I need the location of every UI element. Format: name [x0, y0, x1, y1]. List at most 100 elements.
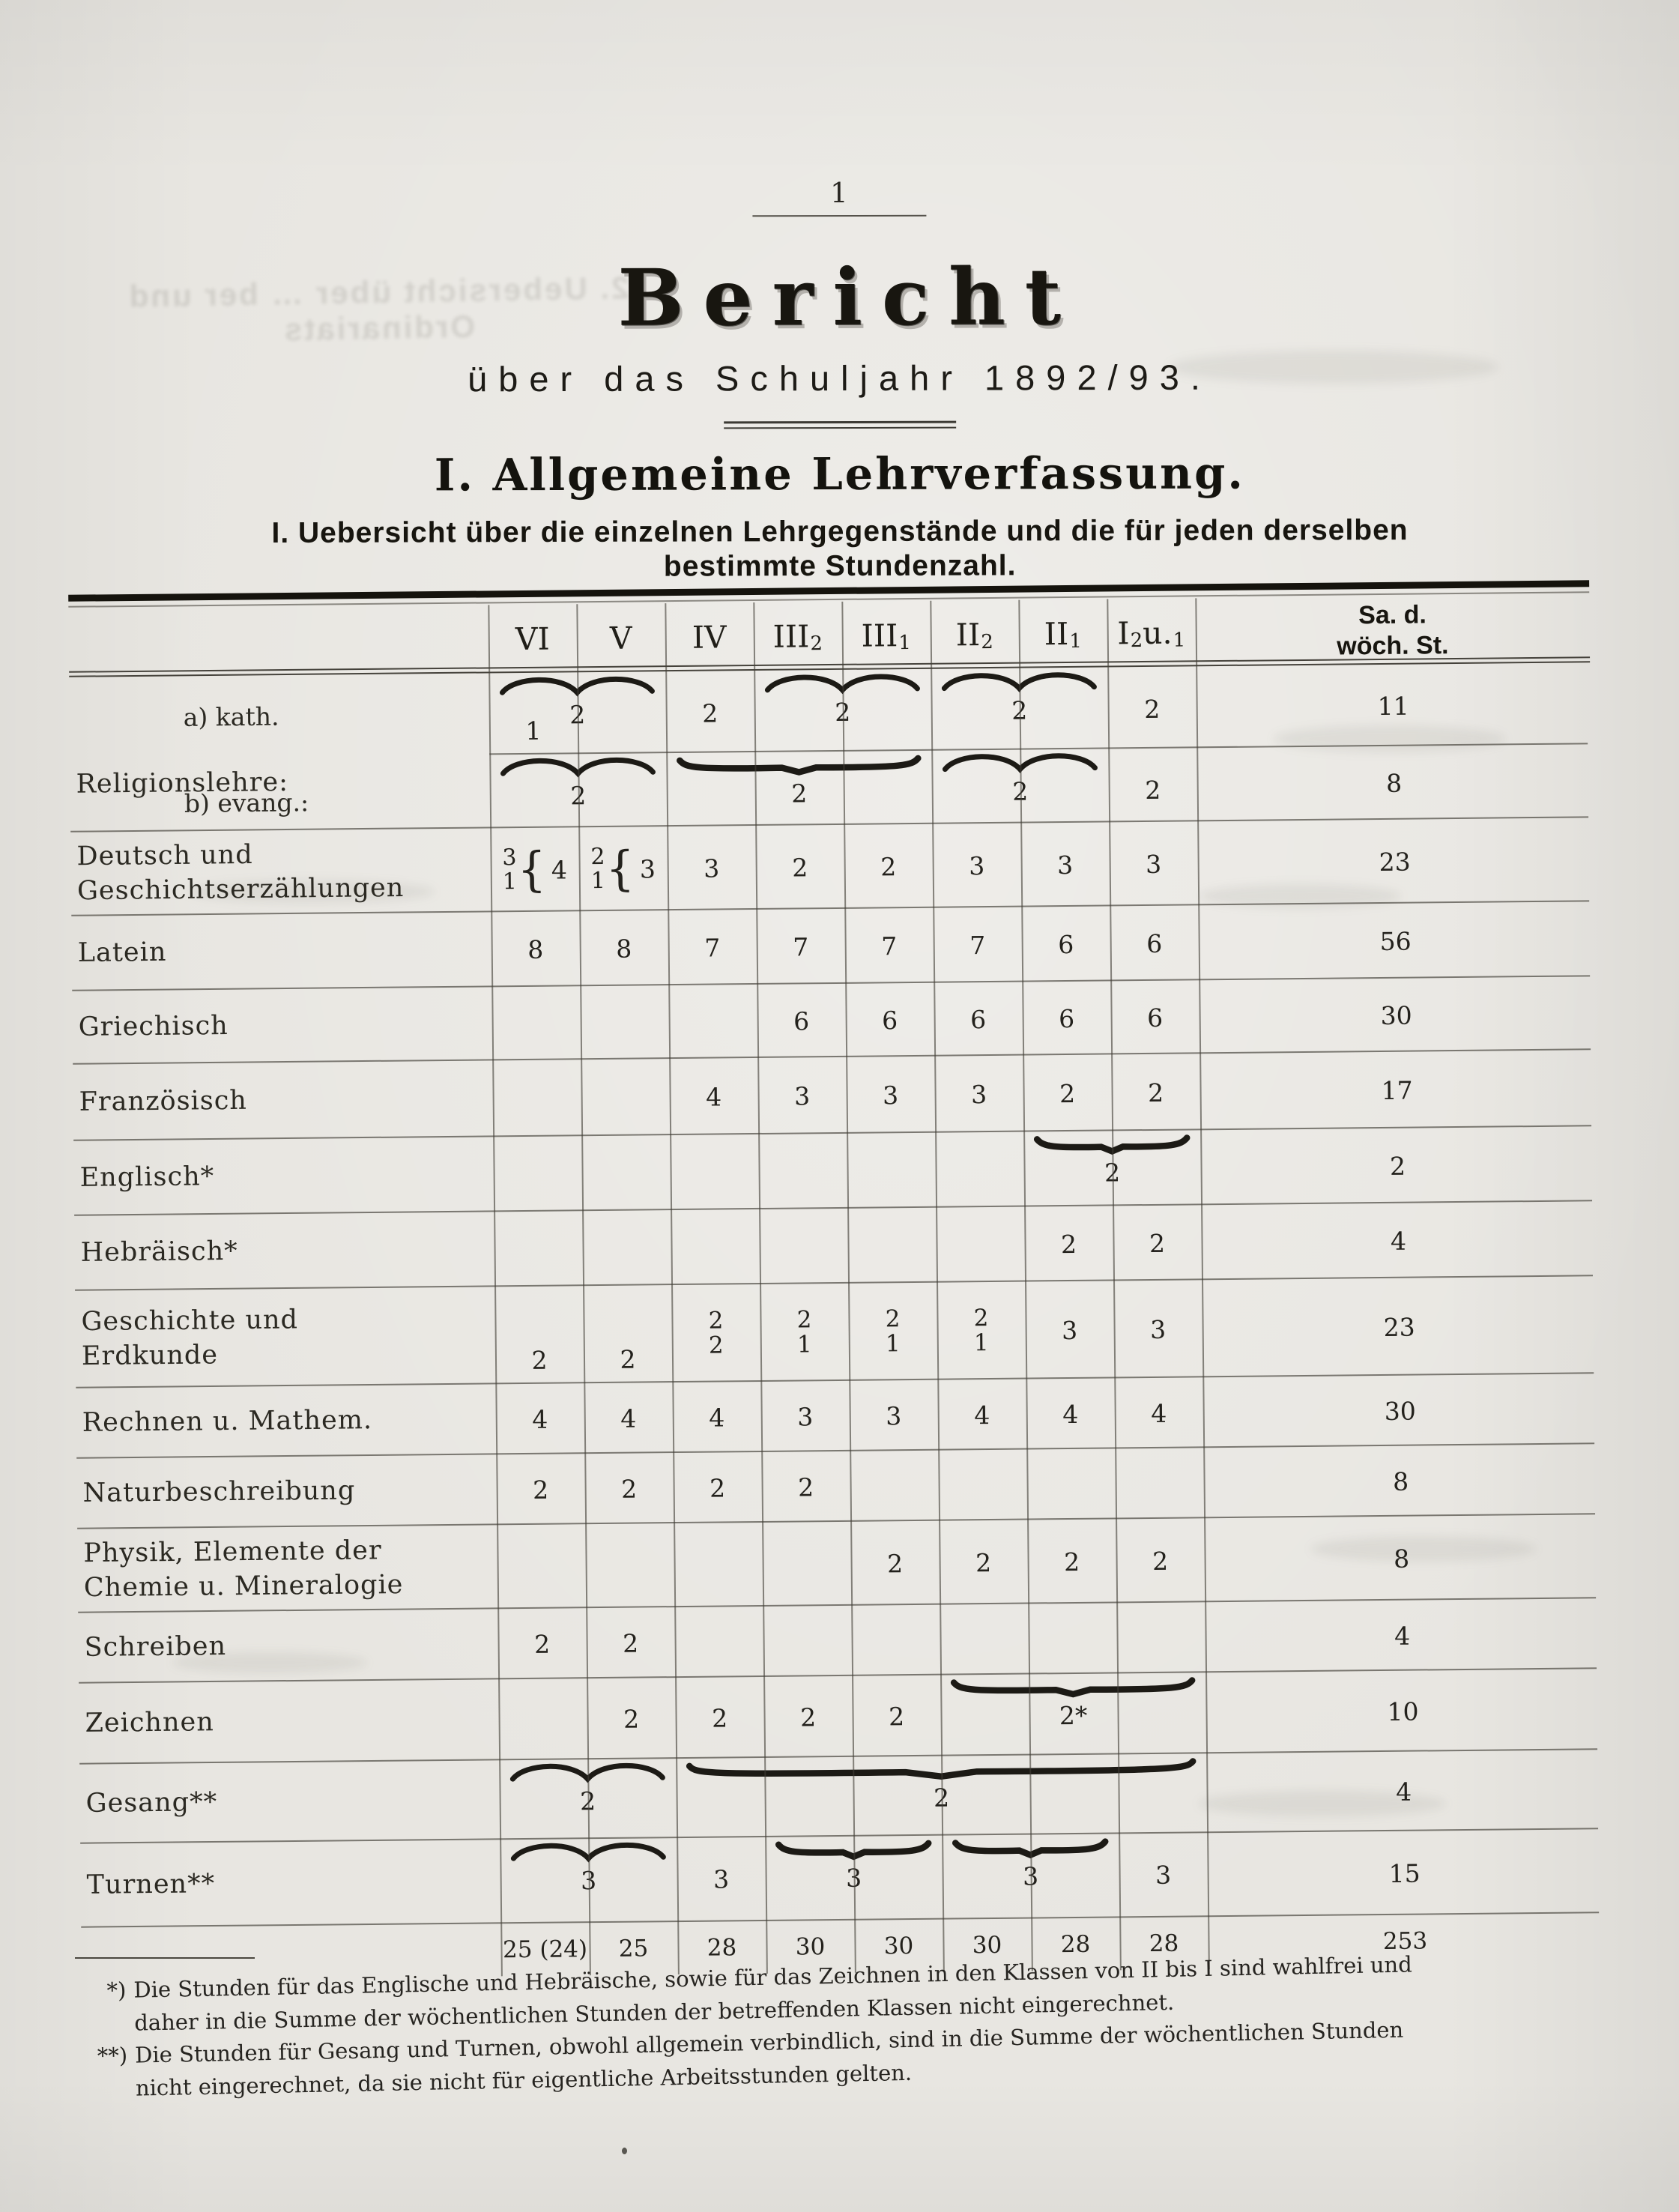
cell-latein-VI: 8: [491, 911, 580, 987]
cell-value: 25: [618, 1935, 649, 1962]
column-header-text: I: [1117, 615, 1130, 652]
cell-value: 28: [1060, 1930, 1091, 1959]
column-header-subscript: 1: [1069, 629, 1082, 653]
cell-value: 6: [1146, 928, 1163, 958]
cell-griechisch-sum: 30: [1199, 976, 1594, 1054]
column-header-text: IV: [692, 619, 727, 656]
cell-value: 25 (24): [502, 1936, 588, 1964]
cell-religion-evang-I2u1: 2: [1108, 748, 1197, 822]
cell-value: 3: [793, 1081, 811, 1111]
table-row-religion-evang: b) evang.:Religionslehre:28222: [70, 744, 1591, 832]
stack-value: 1: [796, 1331, 812, 1359]
cell-religion-kath-IV: 2: [665, 671, 754, 753]
table-row-religion-kath: a) kath.12211222: [69, 663, 1591, 758]
row-label-line: Chemie u. Mineralogie: [83, 1569, 404, 1603]
column-header-IV: IV: [665, 602, 754, 672]
stack-value: 1: [502, 868, 517, 895]
cell-value: 6: [881, 1005, 898, 1035]
cell-value: 2: [1144, 694, 1161, 725]
cell-value: 30: [883, 1933, 914, 1960]
cell-rechnen-V: 4: [584, 1382, 673, 1454]
cell-latein-III2: 7: [756, 909, 845, 985]
cell-latein-III1: 7: [844, 908, 934, 984]
cell-value: 3: [797, 1401, 814, 1431]
cell-deutsch-III1: 2: [844, 824, 933, 909]
brace-group-religion-evang-1: 2: [677, 755, 922, 809]
cell-value: 2: [533, 1629, 551, 1659]
cell-rechnen-I2u1: 4: [1114, 1377, 1203, 1448]
sum-value: 23: [1383, 1312, 1415, 1342]
row-label-naturbeschreibung: Naturbeschreibung: [82, 1474, 355, 1511]
row-label-line: Gesang**: [85, 1787, 218, 1819]
row-label-line: Hebräisch*: [80, 1236, 238, 1268]
cell-rechnen-II1: 4: [1026, 1378, 1115, 1449]
bleedthrough-smudge: [1311, 1536, 1536, 1562]
cell-latein-II1: 6: [1021, 906, 1110, 982]
row-label-line: Erdkunde: [81, 1339, 219, 1371]
cell-value: 2: [880, 851, 897, 881]
cell-gesang-sum: 4: [1206, 1750, 1601, 1833]
cell-franzoesisch-I2u1: 2: [1111, 1054, 1200, 1131]
stack-value: 2: [885, 1305, 901, 1332]
cell-religion-kath-sum: 11: [1196, 663, 1591, 748]
brace-value: 2: [791, 779, 808, 809]
cell-griechisch-III1: 6: [845, 983, 934, 1057]
table-row-englisch: Englisch*22: [73, 1126, 1595, 1216]
row-label-line: Deutsch und: [76, 839, 253, 872]
cell-value: 4: [705, 1081, 722, 1112]
cell-value: 2: [1152, 1546, 1169, 1576]
cell-deutsch-IV: 3: [667, 826, 756, 910]
cell-deutsch-V: 2 1{3: [578, 827, 668, 911]
cell-rechnen-VI: 4: [495, 1383, 584, 1454]
cell-value: 4: [1062, 1399, 1079, 1429]
cell-schreiben-VI: 2: [497, 1608, 587, 1679]
page-number: 1: [830, 176, 848, 210]
row-label-line: Physik, Elemente der: [83, 1535, 382, 1569]
cell-value: 3: [1149, 1314, 1167, 1344]
sum-value: 10: [1387, 1696, 1419, 1726]
row-label-line: Geschichtserzählungen: [76, 872, 405, 906]
cell-value: 3: [1061, 1315, 1078, 1345]
cell-englisch-sum: 2: [1200, 1126, 1595, 1205]
row-label-hebraeisch: Hebräisch*: [80, 1235, 238, 1271]
sum-value: 8: [1393, 1544, 1410, 1574]
sum-value: 15: [1388, 1858, 1421, 1888]
column-header-text: II: [955, 617, 981, 653]
row-label-griechisch: Griechisch: [79, 1009, 229, 1045]
cell-value: 7: [969, 930, 986, 960]
cell-latein-sum: 56: [1198, 901, 1593, 980]
sum-value: 30: [1384, 1396, 1416, 1426]
stack-value: 3: [502, 844, 517, 871]
sum-value: 23: [1379, 847, 1411, 877]
stack-total: 4: [551, 854, 568, 885]
cell-turnen-IV: 3: [677, 1837, 766, 1922]
cell-value: 3: [886, 1400, 902, 1430]
row-label-line: Englisch*: [79, 1161, 215, 1193]
cell-value: 6: [969, 1004, 987, 1034]
row-label-line: Französisch: [79, 1085, 248, 1117]
sum-value: 8: [1392, 1466, 1409, 1496]
cell-value: 4: [532, 1404, 548, 1434]
cell-value: 3: [882, 1080, 899, 1110]
cell-deutsch-II1: 3: [1020, 822, 1110, 907]
cell-zeichnen-IV: 2: [675, 1677, 764, 1759]
stack-value: 2: [708, 1332, 724, 1359]
column-header-text: II: [1044, 615, 1069, 653]
row-label-franzoesisch: Französisch: [79, 1084, 247, 1120]
cell-value: 2: [711, 1702, 728, 1733]
cell-value: 28: [707, 1934, 737, 1962]
row-label-line: Schreiben: [84, 1631, 227, 1663]
flat-brace-icon: [950, 1677, 1196, 1698]
column-header-text: V: [609, 620, 632, 656]
cell-religion-kath-I2u1: 2: [1107, 667, 1197, 749]
cell-geschichte-V: 2: [583, 1285, 672, 1383]
cell-franzoesisch-III2: 3: [757, 1057, 847, 1134]
cell-value: 7: [881, 931, 898, 961]
row-label-physik: Physik, Elemente der Chemie u. Mineralogi…: [83, 1534, 403, 1605]
row-label-gesang: Gesang**: [85, 1786, 217, 1821]
table-row-geschichte: Geschichte und Erdkunde 2 2 2 2 2 1 2 1 2 1 3 3 23: [75, 1276, 1597, 1388]
column-header-III2: III 2: [753, 602, 842, 671]
section-heading: I. Allgemeine Lehrverfassung.: [434, 447, 1245, 501]
